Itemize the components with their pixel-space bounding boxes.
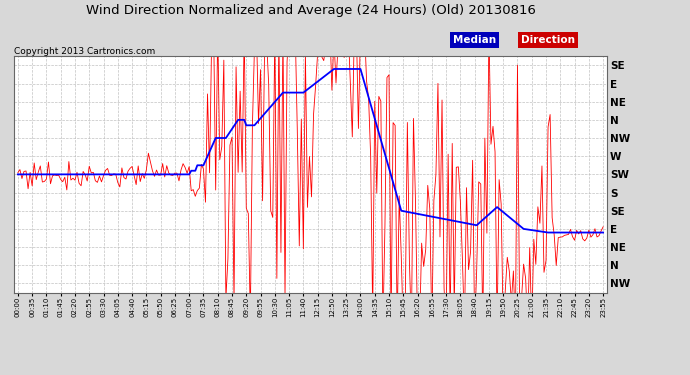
Text: Wind Direction Normalized and Average (24 Hours) (Old) 20130816: Wind Direction Normalized and Average (2… (86, 4, 535, 17)
Text: Direction: Direction (521, 35, 575, 45)
Text: Copyright 2013 Cartronics.com: Copyright 2013 Cartronics.com (14, 47, 155, 56)
Text: Median: Median (453, 35, 496, 45)
